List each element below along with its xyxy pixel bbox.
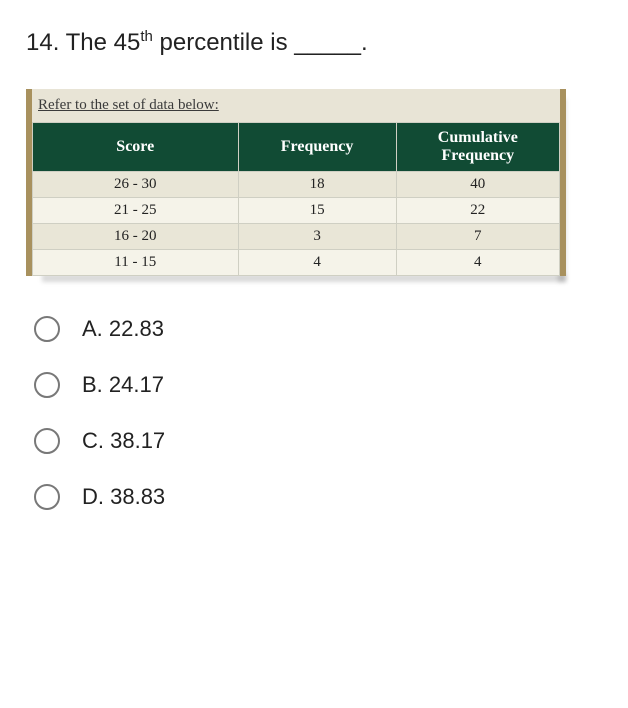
radio-icon — [34, 316, 60, 342]
option-a[interactable]: A. 22.83 — [34, 316, 602, 342]
radio-icon — [34, 372, 60, 398]
table-header-frequency: Frequency — [238, 123, 396, 172]
cell-cumfreq: 7 — [396, 224, 559, 250]
question-prefix: The 45 — [66, 29, 141, 56]
table-header-score: Score — [33, 123, 239, 172]
table-row: 11 - 15 4 4 — [33, 250, 560, 276]
cell-cumfreq: 40 — [396, 172, 559, 198]
option-d[interactable]: D. 38.83 — [34, 484, 602, 510]
radio-icon — [34, 428, 60, 454]
table-caption: Refer to the set of data below: — [32, 89, 560, 122]
cell-score: 16 - 20 — [33, 224, 239, 250]
cell-frequency: 15 — [238, 198, 396, 224]
table-row: 26 - 30 18 40 — [33, 172, 560, 198]
question-number: 14. — [26, 29, 59, 56]
cell-score: 26 - 30 — [33, 172, 239, 198]
option-b[interactable]: B. 24.17 — [34, 372, 602, 398]
cell-score: 21 - 25 — [33, 198, 239, 224]
radio-icon — [34, 484, 60, 510]
option-label: B. 24.17 — [82, 372, 164, 398]
option-label: D. 38.83 — [82, 484, 165, 510]
option-c[interactable]: C. 38.17 — [34, 428, 602, 454]
table-row: 16 - 20 3 7 — [33, 224, 560, 250]
options-group: A. 22.83 B. 24.17 C. 38.17 D. 38.83 — [26, 316, 602, 510]
question-sup: th — [140, 28, 153, 45]
table-header-cumfreq: Cumulative Frequency — [396, 123, 559, 172]
table-row: 21 - 25 15 22 — [33, 198, 560, 224]
data-table: Score Frequency Cumulative Frequency 26 … — [32, 122, 560, 276]
cell-cumfreq: 4 — [396, 250, 559, 276]
question-suffix: percentile is _____. — [153, 29, 368, 56]
data-table-container: Refer to the set of data below: Score Fr… — [26, 89, 566, 276]
question-text: 14. The 45th percentile is _____. — [26, 28, 602, 57]
option-label: C. 38.17 — [82, 428, 165, 454]
cell-frequency: 3 — [238, 224, 396, 250]
table-header-row: Score Frequency Cumulative Frequency — [33, 123, 560, 172]
table-wrapper: Refer to the set of data below: Score Fr… — [26, 89, 602, 282]
cell-score: 11 - 15 — [33, 250, 239, 276]
cell-cumfreq: 22 — [396, 198, 559, 224]
cell-frequency: 4 — [238, 250, 396, 276]
cell-frequency: 18 — [238, 172, 396, 198]
option-label: A. 22.83 — [82, 316, 164, 342]
